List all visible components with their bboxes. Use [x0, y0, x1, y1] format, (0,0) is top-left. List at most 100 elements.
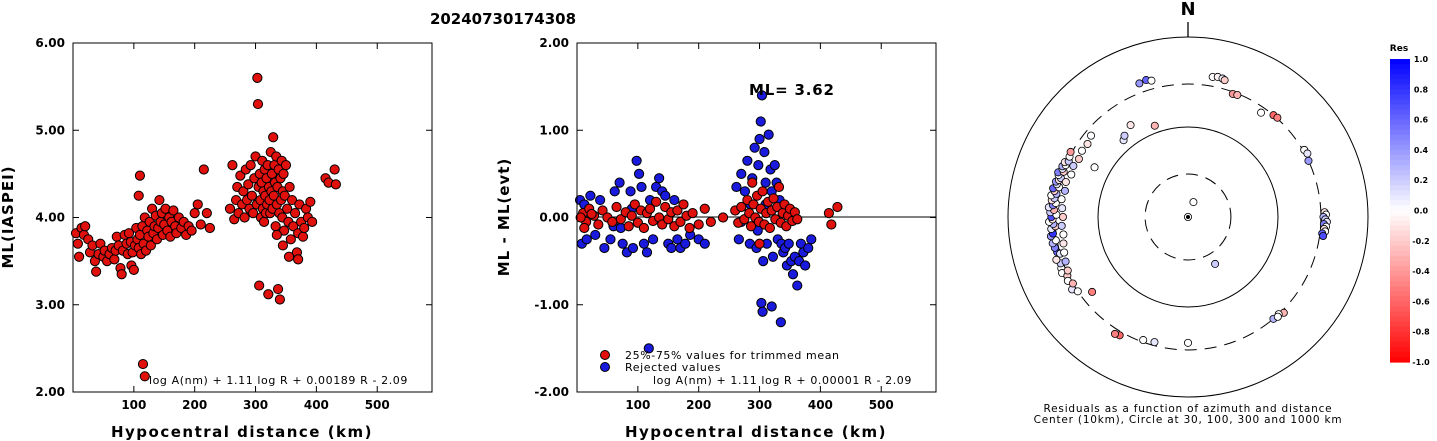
colorbar-step: [1390, 341, 1410, 348]
rejected-point: [760, 177, 771, 188]
colorbar-step: [1390, 149, 1410, 156]
rejected-point: [759, 146, 770, 158]
rejected-point: [775, 317, 786, 328]
point-layer: [1044, 72, 1331, 347]
trimmed-point: [623, 221, 634, 232]
data-point: [168, 205, 179, 216]
colorbar-step: [1390, 296, 1410, 302]
y-tick-label: 1.00: [539, 123, 569, 137]
colorbar-step: [1390, 160, 1410, 166]
rejected-point: [754, 133, 765, 145]
data-point: [305, 196, 316, 207]
data-point: [133, 190, 144, 201]
residual-point: [1120, 131, 1129, 140]
residual-point: [1077, 146, 1086, 155]
data-point: [201, 208, 212, 219]
distance-ring: [1097, 126, 1279, 308]
rejected-point: [769, 160, 780, 171]
colorbar-step: [1390, 69, 1410, 75]
colorbar-step: [1390, 144, 1410, 151]
trimmed-point: [736, 201, 747, 213]
colorbar-step: [1390, 84, 1410, 90]
rejected-point: [758, 256, 769, 267]
colorbar-step: [1390, 64, 1410, 70]
colorbar-tick-label: 0.0: [1414, 207, 1429, 216]
colorbar-tick-label: 1.0: [1414, 55, 1429, 64]
residual-point: [1303, 149, 1312, 158]
colorbar-step: [1390, 220, 1410, 227]
colorbar-step: [1390, 79, 1410, 85]
trimmed-point: [586, 208, 597, 220]
figure-title: 20240730174308: [430, 10, 576, 28]
residual-point: [1061, 177, 1070, 186]
data-point: [91, 266, 102, 277]
trimmed-point: [757, 186, 768, 197]
data-point: [288, 221, 299, 232]
residual-point: [1135, 79, 1144, 88]
data-point: [145, 240, 156, 251]
colorbar-step: [1390, 306, 1410, 313]
trimmed-point: [748, 199, 759, 210]
residual-point: [1126, 121, 1135, 130]
colorbar-step: [1390, 124, 1410, 131]
residual-point: [1059, 230, 1068, 239]
data-point: [192, 199, 203, 210]
residual-point: [1083, 139, 1092, 148]
colorbar-step: [1390, 271, 1410, 277]
trimmed-point: [629, 199, 640, 210]
x-tick-label: 500: [869, 398, 894, 412]
colorbar-step: [1390, 336, 1410, 343]
colorbar-step: [1390, 250, 1410, 257]
colorbar-step: [1390, 134, 1410, 141]
data-point: [72, 238, 83, 249]
rejected-point: [756, 90, 768, 101]
colorbar-step: [1390, 119, 1410, 126]
residual-point: [1273, 312, 1282, 321]
x-tick-label: 300: [747, 398, 772, 412]
data-point: [272, 283, 284, 295]
colorbar-step: [1390, 331, 1410, 338]
rejected-point: [783, 238, 794, 249]
rejected-point: [792, 280, 803, 291]
trimmed-point: [693, 219, 704, 230]
colorbar-step: [1390, 276, 1410, 282]
rejected-point: [585, 190, 596, 201]
colorbar-tick-label: -0.2: [1412, 237, 1430, 246]
colorbar-step: [1390, 301, 1410, 308]
data-point: [252, 72, 263, 84]
legend-label-red: 25%-75% values for trimmed mean: [625, 349, 840, 362]
rejected-point: [605, 234, 616, 245]
colorbar-step: [1390, 230, 1410, 237]
residual-point: [1060, 248, 1069, 257]
data-point: [137, 358, 149, 370]
north-label: N: [1180, 0, 1195, 20]
trimmed-point: [792, 214, 803, 225]
colorbar-step: [1390, 200, 1410, 207]
colorbar-tick-label: -0.6: [1412, 297, 1430, 306]
residual-point: [1257, 108, 1266, 117]
trimmed-point: [699, 203, 710, 214]
residual-point: [1150, 338, 1159, 347]
colorbar-step: [1390, 356, 1410, 363]
residual-point: [1273, 113, 1282, 122]
distance-ring: [1007, 36, 1369, 398]
legend-marker-blue: [600, 362, 610, 372]
colorbar-step: [1390, 180, 1410, 186]
data-point: [195, 219, 206, 230]
rejected-point: [672, 234, 683, 245]
residual-point: [1220, 76, 1229, 85]
data-point: [198, 164, 209, 175]
residual-vs-distance-panel: 100 200 300 400 500 -2.00 -1.00 0.00 1.00 2.00 ML…: [495, 36, 937, 441]
y-tick-label: 2.00: [35, 385, 65, 399]
y-tick-label: 5.00: [35, 123, 65, 137]
trimmed-point: [826, 219, 837, 230]
rejected-point: [731, 181, 742, 193]
rejected-point: [699, 238, 710, 249]
colorbar-step: [1390, 175, 1410, 181]
data-point: [268, 190, 279, 201]
ml-vs-distance-panel: 100 200 300 400 500 2.00 3.00 4.00 5.00 6.00 Hypo…: [0, 36, 433, 441]
y-tick-label: 0.00: [539, 211, 569, 225]
trimmed-point: [684, 222, 695, 234]
rejected-point: [641, 247, 653, 258]
residual-point: [1211, 259, 1220, 268]
